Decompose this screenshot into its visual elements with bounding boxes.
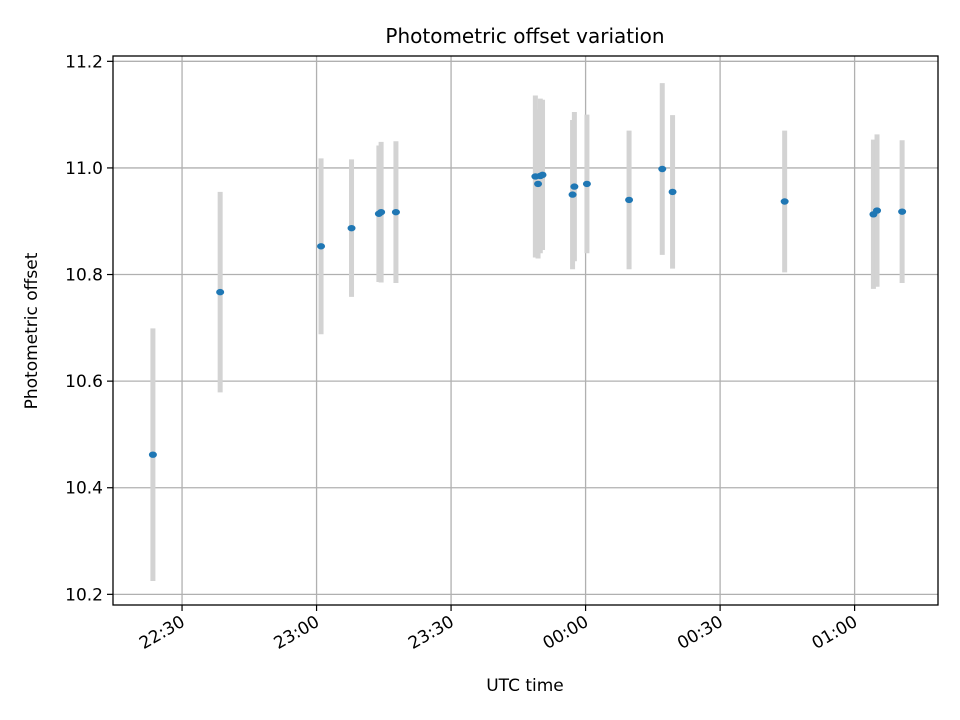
- data-point: [873, 207, 882, 214]
- data-point: [658, 165, 667, 173]
- data-point: [317, 243, 326, 250]
- data-point: [668, 188, 677, 196]
- y-tick-label: 10.8: [65, 266, 103, 286]
- chart-title: Photometric offset variation: [385, 24, 664, 48]
- x-tick-label: 00:00: [540, 612, 592, 654]
- x-tick-label: 22:30: [136, 612, 188, 654]
- x-axis: 22:30 23:00 23:30 00:00 00:30 01:00: [136, 605, 861, 654]
- data-point: [568, 191, 577, 198]
- data-points: [148, 165, 907, 458]
- y-axis: 10.2 10.4 10.6 10.8 11.0 11.2: [65, 52, 113, 605]
- y-tick-label: 10.6: [65, 372, 103, 392]
- plot-frame: [112, 55, 939, 606]
- grid: [113, 56, 938, 605]
- x-tick-label: 00:30: [674, 612, 726, 654]
- x-axis-title: UTC time: [486, 676, 564, 696]
- y-axis-title: Photometric offset: [22, 252, 42, 409]
- error-bars: [150, 83, 905, 582]
- y-tick-label: 11.2: [65, 52, 103, 72]
- data-point: [780, 198, 789, 205]
- data-point: [377, 208, 386, 216]
- x-tick-label: 23:30: [405, 612, 457, 654]
- data-point: [148, 451, 157, 458]
- x-tick-label: 23:00: [271, 612, 323, 654]
- x-tick-label: 01:00: [809, 612, 861, 654]
- y-tick-label: 11.0: [65, 159, 103, 179]
- y-tick-label: 10.2: [65, 585, 103, 605]
- data-point: [391, 208, 400, 216]
- data-point: [534, 180, 543, 188]
- data-point: [347, 224, 356, 232]
- data-point: [570, 183, 579, 190]
- data-point: [625, 196, 634, 204]
- data-point: [538, 171, 547, 179]
- y-tick-label: 10.4: [65, 479, 103, 499]
- data-point: [216, 288, 225, 296]
- data-point: [898, 208, 907, 215]
- data-point: [582, 180, 591, 188]
